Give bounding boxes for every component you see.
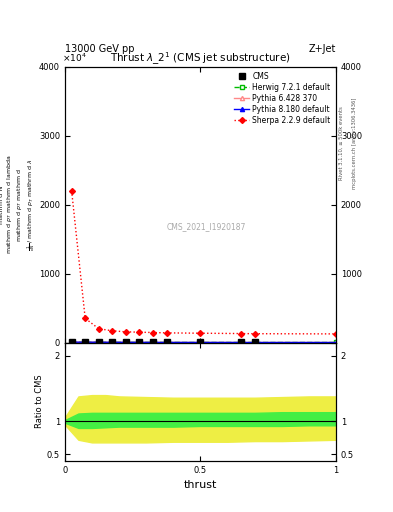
Text: 13000 GeV pp: 13000 GeV pp	[65, 44, 134, 54]
Title: Thrust $\lambda\_2^1$ (CMS jet substructure): Thrust $\lambda\_2^1$ (CMS jet substruct…	[110, 50, 291, 67]
Text: $\times10^4$: $\times10^4$	[62, 51, 87, 64]
Text: mcplots.cern.ch [arXiv:1306.3436]: mcplots.cern.ch [arXiv:1306.3436]	[352, 98, 357, 189]
Text: Z+Jet: Z+Jet	[309, 44, 336, 54]
Text: Rivet 3.1.10, ≥ 500k events: Rivet 3.1.10, ≥ 500k events	[339, 106, 344, 180]
Legend: CMS, Herwig 7.2.1 default, Pythia 6.428 370, Pythia 8.180 default, Sherpa 2.2.9 : CMS, Herwig 7.2.1 default, Pythia 6.428 …	[233, 70, 332, 126]
Y-axis label: mathrm d²N
mathrm d $p_T$ mathrm d lambda
mathrm d $p_T$ mathrm d
$\frac{1}{\mat: mathrm d²N mathrm d $p_T$ mathrm d lambd…	[0, 155, 37, 254]
Y-axis label: Ratio to CMS: Ratio to CMS	[35, 375, 44, 429]
Text: CMS_2021_I1920187: CMS_2021_I1920187	[166, 222, 246, 231]
X-axis label: thrust: thrust	[184, 480, 217, 490]
